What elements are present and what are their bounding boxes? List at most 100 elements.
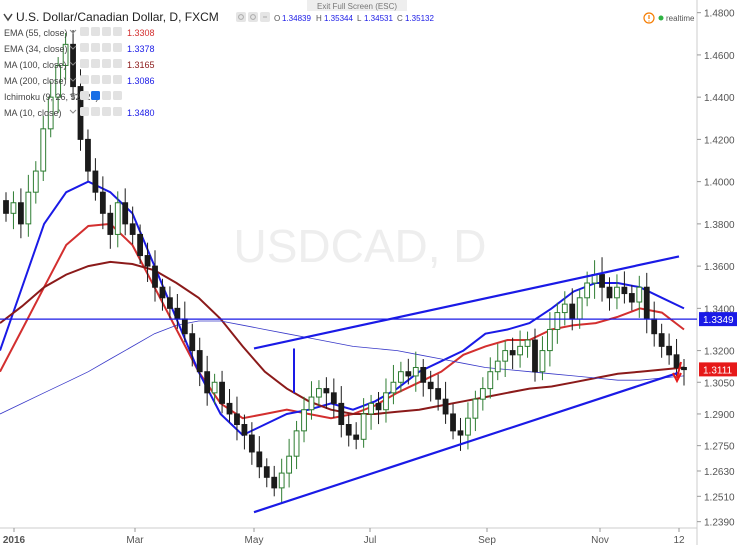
candle[interactable]	[286, 438, 293, 488]
candle[interactable]	[92, 158, 99, 201]
candle[interactable]	[271, 465, 278, 497]
candle[interactable]	[420, 359, 427, 397]
legend-action-icon[interactable]	[113, 75, 122, 84]
candle[interactable]	[47, 81, 54, 138]
indicator-legend[interactable]: EMA (55, close) 1.3308 EMA (34, close) 1.33…	[4, 27, 155, 118]
candle[interactable]	[85, 129, 91, 181]
legend-row[interactable]: MA (10, close) 1.3480	[4, 107, 155, 118]
candle[interactable]	[390, 364, 397, 405]
exit-fullscreen-button[interactable]	[307, 0, 407, 11]
candle[interactable]	[479, 377, 486, 411]
legend-action-icon[interactable]	[91, 107, 100, 116]
legend-action-icon[interactable]	[102, 43, 111, 52]
candle[interactable]	[167, 286, 173, 320]
legend-action-icon[interactable]	[80, 75, 89, 84]
legend-action-icon[interactable]	[113, 43, 122, 52]
candle[interactable]	[196, 337, 203, 387]
candle[interactable]	[241, 414, 248, 450]
candle[interactable]	[40, 115, 47, 181]
candle[interactable]	[591, 260, 598, 299]
legend-action-icon[interactable]	[80, 91, 89, 100]
candle[interactable]	[472, 390, 479, 432]
legend-action-icon[interactable]	[102, 91, 111, 100]
candle[interactable]	[502, 340, 509, 377]
candle[interactable]	[107, 204, 114, 249]
candle[interactable]	[3, 192, 9, 222]
legend-action-icon[interactable]	[113, 91, 122, 100]
collapse-arrow-icon[interactable]	[3, 13, 13, 22]
candle[interactable]	[189, 323, 196, 367]
legend-row[interactable]: EMA (34, close) 1.3378	[4, 43, 155, 54]
candle[interactable]	[256, 436, 263, 479]
candle[interactable]	[330, 378, 337, 418]
candle[interactable]	[211, 373, 218, 405]
legend-action-icon[interactable]	[102, 27, 111, 36]
candle[interactable]	[10, 191, 17, 230]
candle[interactable]	[323, 377, 330, 409]
candle[interactable]	[636, 275, 643, 318]
series-line[interactable]	[0, 320, 685, 415]
legend-action-icon[interactable]	[80, 43, 89, 52]
candle[interactable]	[628, 285, 635, 311]
candle[interactable]	[681, 359, 687, 386]
candle[interactable]	[159, 278, 166, 311]
candle[interactable]	[561, 291, 568, 326]
candle[interactable]	[219, 370, 225, 414]
candle[interactable]	[301, 396, 307, 443]
candle[interactable]	[412, 351, 419, 392]
candle[interactable]	[122, 188, 129, 236]
candle[interactable]	[308, 381, 315, 420]
candle[interactable]	[152, 250, 158, 302]
legend-action-icon[interactable]	[102, 59, 111, 68]
legend-action-icon[interactable]	[113, 27, 122, 36]
candle[interactable]	[55, 57, 62, 113]
gear-icon[interactable]	[248, 12, 258, 22]
candle[interactable]	[621, 271, 628, 304]
candle[interactable]	[517, 330, 523, 368]
legend-action-icon[interactable]	[113, 107, 122, 116]
candle[interactable]	[554, 302, 561, 344]
candle[interactable]	[487, 357, 494, 399]
candle[interactable]	[599, 257, 605, 302]
candle[interactable]	[18, 188, 24, 239]
legend-action-icon[interactable]	[91, 27, 100, 36]
candle[interactable]	[658, 323, 665, 358]
candle[interactable]	[293, 420, 300, 470]
candle[interactable]	[316, 380, 322, 406]
candle[interactable]	[494, 343, 501, 381]
candle[interactable]	[539, 336, 546, 381]
candle[interactable]	[606, 277, 613, 311]
candle[interactable]	[651, 301, 658, 347]
candle[interactable]	[524, 331, 531, 358]
candle[interactable]	[226, 389, 233, 423]
candle[interactable]	[278, 458, 285, 504]
candle[interactable]	[263, 458, 270, 488]
candle[interactable]	[99, 176, 106, 230]
legend-row[interactable]: MA (200, close) 1.3086	[4, 75, 155, 86]
candle[interactable]	[129, 206, 136, 245]
trendlines[interactable]	[253, 255, 680, 514]
candle[interactable]	[144, 242, 151, 282]
legend-row[interactable]: MA (100, close) 1.3165	[4, 59, 155, 70]
trendline[interactable]	[253, 371, 680, 514]
trendline[interactable]	[253, 255, 680, 350]
candle[interactable]	[360, 398, 367, 448]
legend-action-icon[interactable]	[80, 27, 89, 36]
candle[interactable]	[62, 32, 69, 80]
candle[interactable]	[546, 312, 553, 367]
candle[interactable]	[673, 338, 680, 376]
candle[interactable]	[345, 414, 352, 447]
candle[interactable]	[405, 358, 412, 385]
candle[interactable]	[32, 161, 39, 204]
legend-row[interactable]: EMA (55, close) 1.3308	[4, 27, 155, 38]
candle[interactable]	[509, 337, 516, 370]
candle[interactable]	[576, 289, 583, 329]
price-axis[interactable]: 1.4800 1.4600 1.4400 1.4200 1.4000 1.3800 1.36…	[697, 9, 735, 529]
candle[interactable]	[114, 191, 121, 248]
candle[interactable]	[643, 272, 650, 334]
candle[interactable]	[427, 370, 434, 402]
candle[interactable]	[397, 361, 404, 393]
legend-action-icon[interactable]	[80, 59, 89, 68]
candle[interactable]	[666, 333, 672, 365]
